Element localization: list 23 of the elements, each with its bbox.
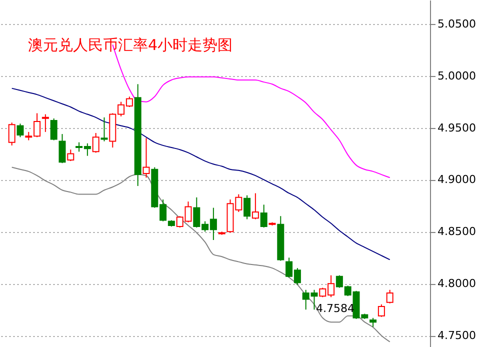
candlestick [16,123,24,138]
candlestick [142,138,150,178]
y-tick-label: 4.9500 [438,121,476,134]
candlestick [244,194,251,220]
y-tick-label: 4.8000 [438,277,476,290]
candlestick [260,204,268,228]
y-tick-label: 5.0500 [438,17,476,30]
y-tick-label: 4.9000 [438,173,476,186]
candlestick [252,192,259,220]
y-tick-label: 4.8500 [438,225,476,238]
candlestick [92,132,100,154]
y-tick-label: 5.0000 [438,69,476,82]
candlestick [100,116,108,142]
candlestick [42,114,49,132]
y-tick-label: 4.7500 [438,329,476,342]
candlestick [386,289,394,304]
line-series [11,88,390,260]
candlestick [58,134,66,164]
candlestick [8,122,16,146]
candlestick [378,304,385,318]
candlestick [50,118,58,141]
candlestick [67,149,74,162]
text: 澳元兑人民币汇率4小时走势图 [28,36,233,54]
